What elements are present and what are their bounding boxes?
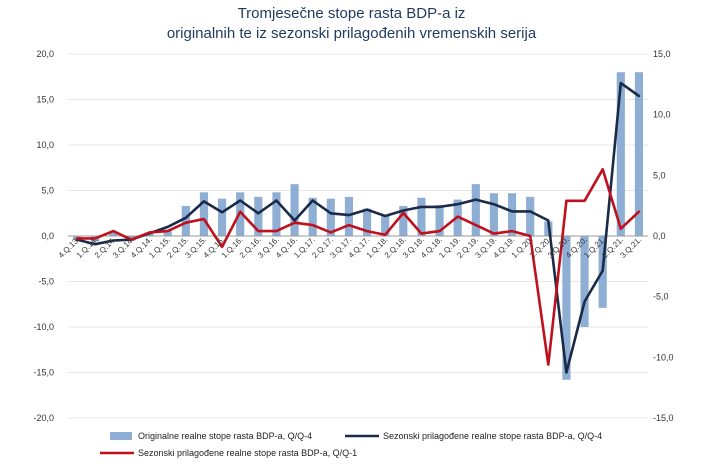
- right-axis-tick-label: -15,0: [653, 413, 674, 423]
- right-axis-tick-label: 15,0: [653, 49, 671, 59]
- series-line-sa-q-q4: [75, 81, 641, 374]
- legend-label: Originalne realne stope rasta BDP-a, Q/Q…: [138, 431, 312, 441]
- bar: [526, 196, 535, 236]
- left-axis-tick-label: -10,0: [33, 322, 54, 332]
- chart-title-line-2: originalnih te iz sezonski prilagođenih …: [166, 25, 537, 42]
- right-axis-tick-label: -5,0: [653, 292, 669, 302]
- right-axis-tick-label: 5,0: [653, 170, 666, 180]
- bar: [489, 193, 499, 236]
- legend-label: Sezonski prilagođene realne stope rasta …: [383, 431, 602, 441]
- legend-label: Sezonski prilagođene realne stope rasta …: [138, 448, 357, 458]
- left-axis-tick-label: 10,0: [36, 140, 54, 150]
- bar: [507, 193, 517, 236]
- bar: [471, 184, 480, 236]
- bar: [616, 72, 625, 236]
- bar: [381, 215, 390, 236]
- bar: [399, 205, 408, 236]
- bar: [435, 205, 444, 236]
- bar: [417, 197, 426, 236]
- bar: [109, 232, 118, 236]
- bar: [181, 205, 190, 236]
- bar: [254, 196, 263, 236]
- bar: [308, 197, 317, 236]
- bar: [217, 198, 227, 236]
- bar: [272, 192, 281, 236]
- series-line-sa-q-q1: [75, 168, 641, 366]
- bar: [634, 72, 644, 236]
- left-axis-tick-label: -15,0: [33, 368, 54, 378]
- left-axis-tick-label: 5,0: [41, 186, 54, 196]
- left-axis-tick-label: -20,0: [33, 413, 54, 423]
- bar: [199, 192, 209, 236]
- right-axis-tick-label: -10,0: [653, 352, 674, 362]
- bar: [290, 184, 299, 236]
- left-axis-tick-label: -5,0: [38, 277, 54, 287]
- bar: [562, 236, 571, 380]
- left-axis-tick-label: 15,0: [36, 95, 54, 105]
- left-axis-tick-label: 20,0: [36, 49, 54, 59]
- right-axis-tick-label: 10,0: [653, 110, 671, 120]
- bar: [580, 236, 589, 327]
- right-axis-tick-label: 0,0: [653, 231, 666, 241]
- bar: [362, 208, 372, 236]
- bar: [344, 196, 354, 236]
- chart-title: Tromjesečne stope rasta BDP-a iz origina…: [0, 4, 703, 44]
- legend-swatch: [110, 432, 132, 440]
- left-axis-tick-label: 0,0: [41, 231, 54, 241]
- bar: [326, 198, 335, 236]
- bar: [163, 229, 172, 236]
- chart-title-line-1: Tromjesečne stope rasta BDP-a iz: [237, 5, 466, 22]
